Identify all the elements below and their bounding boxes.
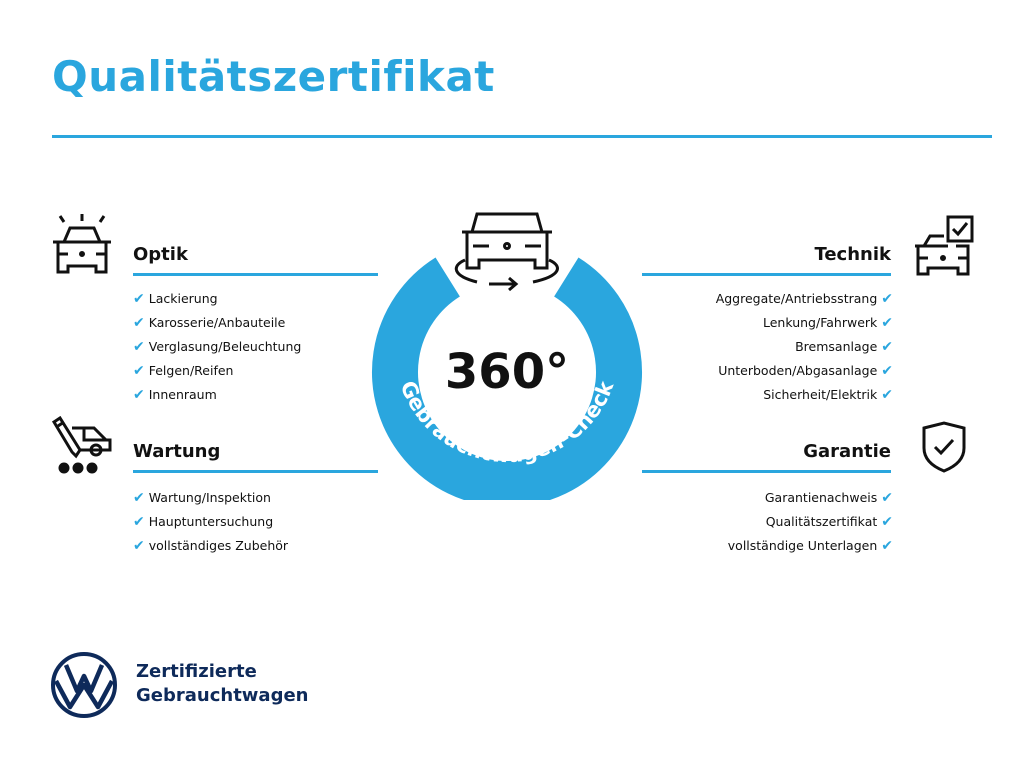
check-icon: ✔ (133, 538, 145, 554)
list-item: Bremsanlage ✔ (795, 339, 893, 355)
list-item: ✔ Hauptuntersuchung (133, 514, 274, 530)
check-icon: ✔ (881, 339, 893, 355)
optik-list: ✔ Lackierung ✔ Karosserie/Anbauteile ✔ Verg… (133, 287, 301, 407)
badge-ring (372, 257, 642, 500)
section-title-garantie: Garantie (803, 441, 891, 462)
check-icon: ✔ (881, 514, 893, 530)
list-item: Qualitätszertifikat ✔ (765, 514, 893, 530)
list-item: Garantienachweis ✔ (764, 490, 893, 506)
section-title-technik: Technik (814, 244, 891, 265)
list-item: ✔ Verglasung/Beleuchtung (133, 339, 302, 355)
title-divider (52, 135, 992, 138)
technik-list: Aggregate/Antriebsstrang ✔ Lenkung/Fahrwe… (716, 287, 893, 407)
check-icon: ✔ (881, 291, 893, 307)
check-icon: ✔ (881, 315, 893, 331)
wartung-list: ✔ Wartung/Inspektion ✔ Hauptuntersuchung ✔… (133, 486, 288, 558)
check-icon: ✔ (133, 387, 145, 403)
section-divider-technik (642, 273, 891, 276)
section-divider-optik (133, 273, 378, 276)
list-item: Lenkung/Fahrwerk ✔ (763, 315, 893, 331)
list-item: ✔ Felgen/Reifen (133, 363, 234, 379)
degree-label: 360° (445, 344, 569, 400)
check-icon: ✔ (133, 514, 145, 530)
car-rotate-icon (454, 212, 559, 292)
list-item: ✔ Innenraum (133, 387, 217, 403)
section-divider-wartung (133, 470, 378, 473)
list-item: Unterboden/Abgasanlage ✔ (718, 363, 893, 379)
shield-check-icon (922, 421, 966, 473)
check-icon: ✔ (133, 363, 145, 379)
section-title-optik: Optik (133, 244, 188, 265)
list-item: ✔ Lackierung (133, 291, 218, 307)
list-item: ✔ vollständiges Zubehör (133, 538, 289, 554)
garantie-list: Garantienachweis ✔ Qualitätszertifikat ✔ v… (728, 486, 893, 558)
check-icon: ✔ (881, 490, 893, 506)
check-icon: ✔ (881, 363, 893, 379)
service-truck-icon (51, 416, 112, 474)
gebrauchtwagen-check-badge: Gebrauchtwagen-Check 360° (372, 212, 642, 500)
check-icon: ✔ (133, 339, 145, 355)
list-item: ✔ Karosserie/Anbauteile (133, 315, 286, 331)
list-item: ✔ Wartung/Inspektion (133, 490, 271, 506)
list-item: vollständige Unterlagen ✔ (727, 538, 893, 554)
car-checklist-icon (915, 215, 974, 276)
list-item: Aggregate/Antriebsstrang ✔ (715, 291, 893, 307)
car-lights-icon (53, 214, 111, 274)
check-icon: ✔ (881, 387, 893, 403)
vw-logo (51, 652, 117, 718)
check-icon: ✔ (133, 315, 145, 331)
section-title-wartung: Wartung (133, 441, 221, 462)
check-icon: ✔ (881, 538, 893, 554)
brand-text: Zertifizierte Gebrauchtwagen (136, 661, 309, 706)
page-title: Qualitätszertifikat (52, 52, 495, 101)
check-icon: ✔ (133, 291, 145, 307)
list-item: Sicherheit/Elektrik ✔ (763, 387, 893, 403)
check-icon: ✔ (133, 490, 145, 506)
section-divider-garantie (642, 470, 891, 473)
